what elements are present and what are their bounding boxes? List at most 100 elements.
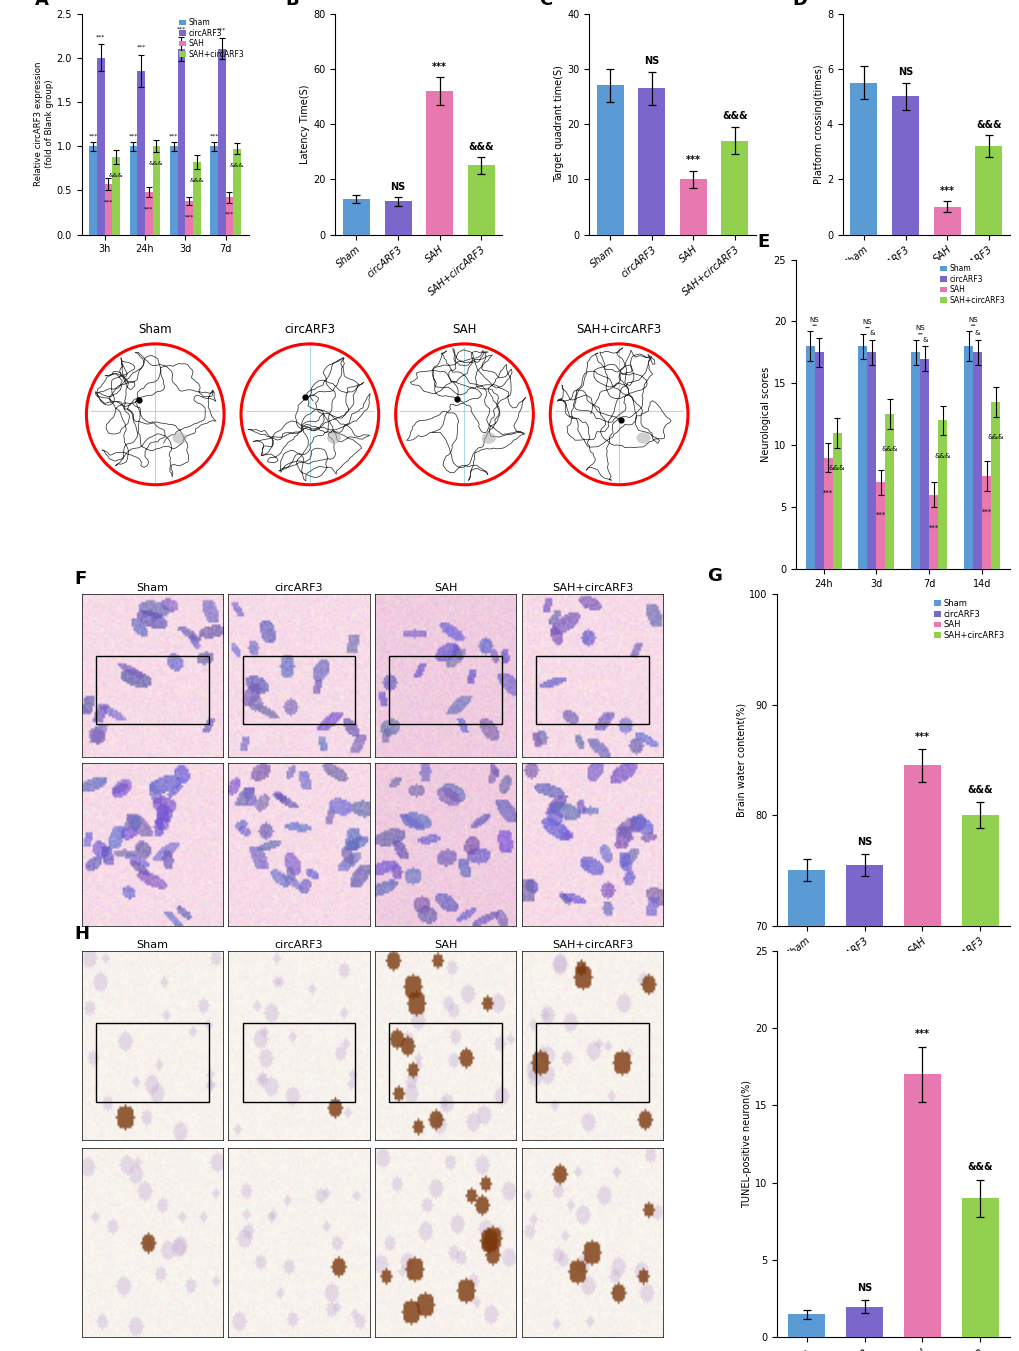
Text: ***: *** — [914, 1029, 929, 1039]
Bar — [112, 157, 120, 235]
Text: NS: NS — [897, 68, 912, 77]
Bar — [961, 1198, 999, 1337]
Text: ***: *** — [104, 199, 113, 204]
Bar — [884, 415, 894, 569]
Text: NS: NS — [809, 316, 818, 323]
Ellipse shape — [172, 432, 186, 443]
Bar — [822, 458, 832, 569]
Bar — [903, 1074, 941, 1337]
Text: ***: *** — [169, 134, 178, 138]
Text: NS: NS — [856, 1282, 871, 1293]
Text: &&&: &&& — [975, 120, 1001, 130]
Title: Sham: Sham — [137, 940, 168, 950]
Title: SAH: SAH — [451, 323, 476, 336]
Bar — [892, 96, 918, 235]
Bar — [210, 146, 218, 235]
Title: SAH: SAH — [434, 584, 458, 593]
Text: ***: *** — [209, 134, 219, 138]
Y-axis label: Brain water content(%): Brain water content(%) — [736, 703, 746, 817]
Text: G: G — [707, 567, 721, 585]
Bar — [845, 1306, 882, 1337]
Bar — [919, 358, 928, 569]
Title: SAH: SAH — [434, 940, 458, 950]
Bar — [153, 146, 160, 235]
Title: circARF3: circARF3 — [284, 323, 335, 336]
Bar — [193, 162, 201, 235]
Bar — [389, 655, 501, 724]
Text: NS: NS — [644, 55, 658, 66]
Bar — [974, 146, 1002, 235]
Text: &: & — [868, 330, 874, 336]
Bar — [243, 1023, 355, 1102]
Bar — [536, 1023, 648, 1102]
Bar — [243, 655, 355, 724]
Bar — [468, 165, 494, 235]
Bar — [866, 353, 875, 569]
Bar — [596, 85, 623, 235]
Bar — [389, 1023, 501, 1102]
Bar — [990, 403, 999, 569]
Text: ***: *** — [217, 28, 226, 32]
Bar — [177, 49, 185, 235]
Y-axis label: Neurological scores: Neurological scores — [760, 366, 770, 462]
Legend: Sham, circARF3, SAH, SAH+circARF3: Sham, circARF3, SAH, SAH+circARF3 — [178, 18, 245, 59]
Text: &: & — [974, 330, 979, 336]
Text: ***: *** — [176, 26, 185, 31]
Bar — [680, 180, 706, 235]
Text: &&&: &&& — [880, 446, 898, 453]
Title: Sham: Sham — [139, 323, 172, 336]
Bar — [225, 197, 233, 235]
Bar — [426, 91, 452, 235]
Text: &&&: &&& — [229, 163, 245, 168]
Title: circARF3: circARF3 — [274, 584, 323, 593]
Text: NS: NS — [390, 182, 406, 192]
Bar — [961, 815, 999, 1351]
Text: B: B — [285, 0, 299, 8]
Y-axis label: Target quadrant time(S): Target quadrant time(S) — [553, 66, 564, 182]
Bar — [928, 494, 937, 569]
Text: ***: *** — [914, 732, 929, 742]
Title: SAH+circARF3: SAH+circARF3 — [551, 584, 633, 593]
Text: &&&: &&& — [468, 142, 493, 151]
Bar — [638, 88, 664, 235]
Legend: Sham, circARF3, SAH, SAH+circARF3: Sham, circARF3, SAH, SAH+circARF3 — [931, 598, 1005, 640]
Text: &&&: &&& — [933, 453, 950, 459]
Bar — [850, 82, 876, 235]
Bar — [787, 870, 824, 1351]
Bar — [97, 58, 104, 235]
Text: ***: *** — [224, 212, 234, 216]
Title: circARF3: circARF3 — [274, 940, 323, 950]
Ellipse shape — [481, 432, 495, 443]
Text: NS: NS — [856, 838, 871, 847]
Y-axis label: Latency Time(S): Latency Time(S) — [301, 84, 310, 163]
Text: ***: *** — [927, 524, 937, 531]
Bar — [845, 865, 882, 1351]
Bar — [170, 146, 177, 235]
Text: D: D — [792, 0, 807, 8]
Bar — [96, 655, 209, 724]
Text: ***: *** — [89, 134, 98, 138]
Bar — [963, 346, 972, 569]
Text: NS: NS — [915, 326, 924, 331]
Text: ***: *** — [128, 134, 138, 138]
Text: ***: *** — [144, 207, 153, 211]
Text: ***: *** — [875, 512, 886, 517]
Text: ***: *** — [432, 62, 446, 72]
Y-axis label: Relative circARF3 expression
(fold of Blank group): Relative circARF3 expression (fold of Bl… — [35, 62, 54, 186]
Bar — [805, 346, 814, 569]
Bar — [814, 353, 822, 569]
Text: NS: NS — [967, 316, 977, 323]
Text: &&&: &&& — [986, 434, 1003, 440]
Text: &&&: &&& — [149, 161, 163, 166]
Text: ***: *** — [137, 45, 146, 50]
Text: ***: *** — [184, 215, 194, 219]
Text: &&&: &&& — [967, 785, 993, 796]
Y-axis label: Platform crossing(times): Platform crossing(times) — [813, 65, 823, 184]
Bar — [536, 655, 648, 724]
Bar — [342, 199, 370, 235]
Text: ***: *** — [96, 34, 105, 39]
Bar — [218, 49, 225, 235]
Title: SAH+circARF3: SAH+circARF3 — [551, 940, 633, 950]
Bar — [787, 1315, 824, 1337]
Text: ***: *** — [822, 490, 833, 496]
